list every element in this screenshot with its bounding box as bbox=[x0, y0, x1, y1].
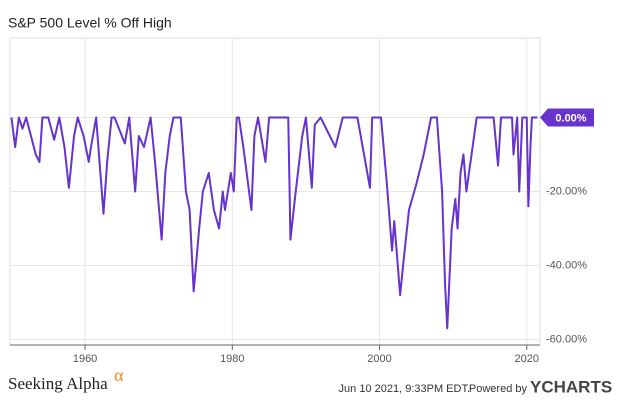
x-tick-label: 1980 bbox=[220, 353, 244, 365]
brand-right: YCHARTS bbox=[530, 377, 612, 396]
timestamp: Jun 10 2021, 9:33PM EDT. bbox=[339, 383, 470, 395]
chart-title: S&P 500 Level % Off High bbox=[8, 15, 172, 31]
last-value-label: 0.00% bbox=[555, 112, 586, 124]
x-tick-label: 2020 bbox=[515, 353, 539, 365]
y-tick-label: -60.00% bbox=[546, 333, 587, 345]
brand-symbol: α bbox=[114, 365, 124, 385]
powered-by: Powered by bbox=[469, 383, 528, 395]
x-tick-label: 1960 bbox=[73, 353, 97, 365]
y-tick-label: -20.00% bbox=[546, 185, 587, 197]
line-series bbox=[10, 116, 538, 330]
last-value-box bbox=[540, 108, 594, 127]
brand-left: Seeking Alpha bbox=[8, 374, 108, 393]
x-tick-label: 2000 bbox=[367, 353, 391, 365]
y-tick-label: -40.00% bbox=[546, 259, 587, 271]
